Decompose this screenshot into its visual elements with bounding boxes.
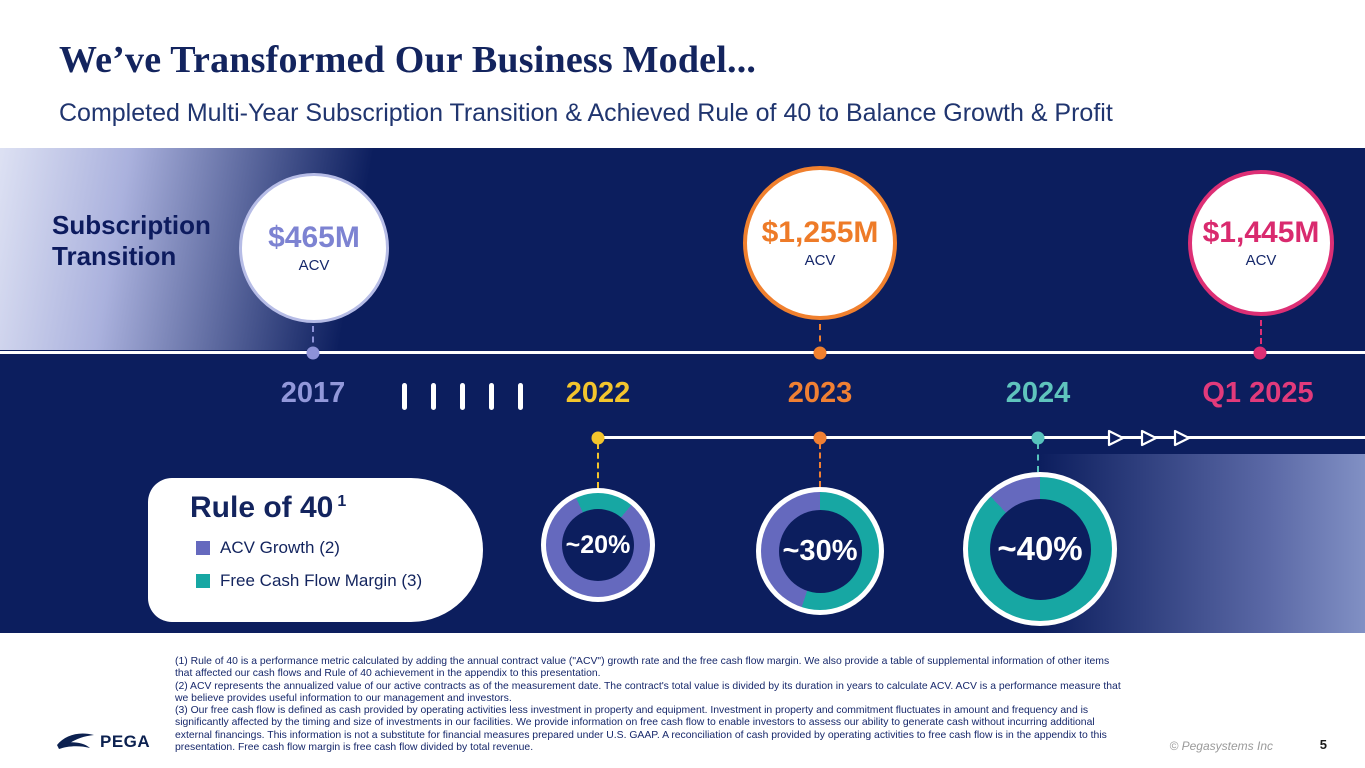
pega-logo-icon: [57, 733, 94, 749]
pega-logo-text: PEGA: [100, 732, 151, 751]
milestone-bubble-q1-2025: $1,445M ACV: [1188, 170, 1334, 316]
donut-hole-2024: ~40%: [989, 498, 1091, 600]
connector-q1-2025: [1260, 320, 1262, 353]
footnote-ref-1: 1: [337, 493, 347, 510]
fcf-margin-swatch: [196, 574, 210, 588]
future-direction-arrows: [1106, 429, 1192, 447]
milestone-value-q1-2025: $1,445M: [1202, 216, 1320, 249]
rule-of-40-card: Rule of 40 1 ACV Growth (2) Free Cash Flo…: [148, 478, 483, 622]
copyright-text: © Pegasystems Inc: [1169, 739, 1273, 753]
milestone-value-2023: $1,255M: [761, 216, 879, 249]
connector-donut-2024: [1037, 443, 1039, 472]
fcf-margin-label: Free Cash Flow Margin (3): [220, 571, 423, 590]
donut-hole-2022: ~20%: [562, 509, 634, 581]
timeline-tick: [402, 383, 407, 410]
year-label-2022: 2022: [565, 377, 631, 409]
connector-donut-2023: [819, 443, 821, 487]
timeline-axis: [0, 351, 1365, 354]
interim-year-ticks: [402, 383, 523, 410]
timeline-dot-2017: [306, 346, 320, 360]
timeline-dot-q1-2025: [1253, 346, 1267, 360]
rule-of-40-title-text: Rule of 40: [190, 491, 334, 524]
slide-title: We’ve Transformed Our Business Model...: [59, 39, 757, 81]
year-label-2017: 2017: [280, 377, 346, 409]
rule40-axis: [598, 436, 1365, 439]
milestone-unit-q1-2025: ACV: [1245, 252, 1277, 269]
arrow-right-icon: [1106, 429, 1126, 447]
subscription-label-line2: Transition: [52, 241, 177, 271]
donut-ring-2023: ~30%: [761, 492, 879, 610]
acv-growth-label: ACV Growth (2): [220, 538, 340, 557]
subscription-label-line1: Subscription: [52, 210, 211, 240]
slide-subtitle: Completed Multi-Year Subscription Transi…: [59, 99, 1113, 127]
left-gradient-panel: [0, 148, 470, 350]
donut-ring-2024: ~40%: [968, 477, 1112, 621]
rule40-value-2022: ~20%: [565, 530, 631, 559]
legend-item-fcf-margin: Free Cash Flow Margin (3): [196, 571, 483, 591]
rule40-value-2023: ~30%: [782, 534, 858, 567]
footnote-3: (3) Our free cash flow is defined as cas…: [175, 705, 1107, 753]
timeline-tick: [489, 383, 494, 410]
timeline-band: Subscription Transition $465M ACV $1,255…: [0, 148, 1365, 633]
timeline-tick: [431, 383, 436, 410]
donut-ring-2022: ~20%: [546, 493, 650, 597]
connector-2017: [312, 326, 314, 353]
timeline-dot-2023: [813, 346, 827, 360]
year-label-2024: 2024: [1005, 377, 1071, 409]
milestone-unit-2023: ACV: [804, 252, 836, 269]
connector-2023: [819, 324, 821, 353]
page-number: 5: [1319, 737, 1327, 752]
footnotes: (1) Rule of 40 is a performance metric c…: [175, 656, 1127, 754]
rule40-dot-2024: [1031, 431, 1045, 445]
year-label-q1-2025: Q1 2025: [1202, 377, 1314, 409]
rule40-value-2024: ~40%: [997, 530, 1083, 567]
timeline-tick: [460, 383, 465, 410]
rule40-dot-2023: [813, 431, 827, 445]
timeline-tick: [518, 383, 523, 410]
rule40-donut-2022: ~20%: [541, 488, 655, 602]
rule40-donut-2024: ~40%: [963, 472, 1117, 626]
footnote-2: (2) ACV represents the annualized value …: [175, 680, 1121, 704]
year-label-2023: 2023: [787, 377, 853, 409]
donut-hole-2023: ~30%: [778, 509, 862, 593]
milestone-bubble-2017: $465M ACV: [239, 173, 389, 323]
arrow-right-icon: [1172, 429, 1192, 447]
rule-of-40-title: Rule of 40 1: [190, 491, 483, 525]
footnote-1: (1) Rule of 40 is a performance metric c…: [175, 656, 1110, 680]
rule40-dot-2022: [591, 431, 605, 445]
milestone-value-2017: $465M: [268, 221, 360, 254]
connector-donut-2022: [597, 443, 599, 488]
legend-item-acv-growth: ACV Growth (2): [196, 538, 483, 558]
arrow-right-icon: [1139, 429, 1159, 447]
milestone-unit-2017: ACV: [298, 257, 330, 274]
pega-logo: PEGA: [55, 730, 150, 754]
subscription-transition-label: Subscription Transition: [52, 210, 211, 272]
acv-growth-swatch: [196, 541, 210, 555]
milestone-bubble-2023: $1,255M ACV: [743, 166, 897, 320]
rule40-donut-2023: ~30%: [756, 487, 884, 615]
